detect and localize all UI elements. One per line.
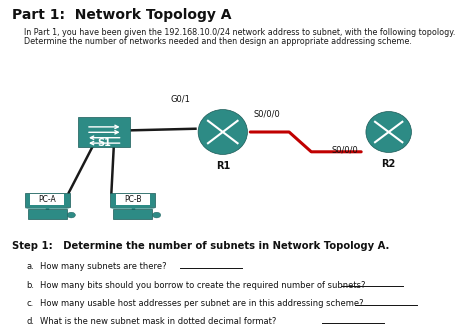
- Polygon shape: [110, 207, 155, 209]
- Text: What is the new subnet mask in dotted decimal format?: What is the new subnet mask in dotted de…: [40, 317, 277, 326]
- Text: c.: c.: [26, 299, 33, 308]
- Text: S0/0/0: S0/0/0: [332, 145, 358, 154]
- Circle shape: [67, 212, 75, 218]
- Text: How many subnets are there?: How many subnets are there?: [40, 262, 167, 271]
- Text: How many bits should you borrow to create the required number of subnets?: How many bits should you borrow to creat…: [40, 280, 366, 289]
- Text: In Part 1, you have been given the 192.168.10.0/24 network address to subnet, wi: In Part 1, you have been given the 192.1…: [24, 28, 455, 37]
- Circle shape: [153, 212, 161, 218]
- Polygon shape: [25, 207, 70, 209]
- Ellipse shape: [198, 110, 247, 154]
- Text: PC-A: PC-A: [38, 195, 56, 204]
- Text: S1: S1: [97, 138, 111, 148]
- Text: PC-B: PC-B: [124, 195, 141, 204]
- Text: d.: d.: [26, 317, 34, 326]
- Text: Determine the number of networks needed and then design an appropriate addressin: Determine the number of networks needed …: [24, 37, 411, 46]
- Text: b.: b.: [26, 280, 34, 289]
- Text: Part 1:  Network Topology A: Part 1: Network Topology A: [12, 8, 231, 22]
- Polygon shape: [28, 209, 67, 219]
- Polygon shape: [113, 209, 152, 219]
- Polygon shape: [30, 194, 64, 206]
- Text: Step 1:   Determine the number of subnets in Network Topology A.: Step 1: Determine the number of subnets …: [12, 241, 389, 251]
- Text: How many usable host addresses per subnet are in this addressing scheme?: How many usable host addresses per subne…: [40, 299, 364, 308]
- Text: G0/1: G0/1: [170, 95, 190, 104]
- Polygon shape: [25, 193, 70, 207]
- Text: a.: a.: [26, 262, 34, 271]
- Ellipse shape: [366, 112, 411, 152]
- Text: S0/0/0: S0/0/0: [254, 110, 280, 119]
- Text: R2: R2: [382, 159, 396, 169]
- Polygon shape: [116, 194, 150, 206]
- Text: R1: R1: [216, 161, 230, 171]
- Polygon shape: [78, 117, 130, 147]
- Polygon shape: [110, 193, 155, 207]
